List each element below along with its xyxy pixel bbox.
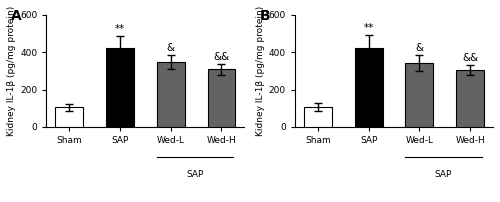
Text: A: A xyxy=(10,9,22,23)
Text: &: & xyxy=(166,43,175,53)
Bar xyxy=(157,62,184,127)
Bar xyxy=(406,63,433,127)
Bar xyxy=(354,48,382,127)
Bar xyxy=(304,107,332,127)
Text: &: & xyxy=(416,43,424,53)
Text: &&: && xyxy=(214,52,230,62)
Text: B: B xyxy=(260,9,270,23)
Text: SAP: SAP xyxy=(435,170,452,179)
Bar xyxy=(106,48,134,127)
Text: **: ** xyxy=(115,24,125,34)
Bar xyxy=(456,70,484,127)
Bar xyxy=(56,107,84,127)
Text: SAP: SAP xyxy=(186,170,204,179)
Text: &&: && xyxy=(462,53,478,63)
Y-axis label: Kidney IL-1β (pg/mg protein): Kidney IL-1β (pg/mg protein) xyxy=(256,6,264,136)
Y-axis label: Kidney IL-1β (pg/mg protein): Kidney IL-1β (pg/mg protein) xyxy=(7,6,16,136)
Bar xyxy=(208,69,236,127)
Text: **: ** xyxy=(364,23,374,33)
